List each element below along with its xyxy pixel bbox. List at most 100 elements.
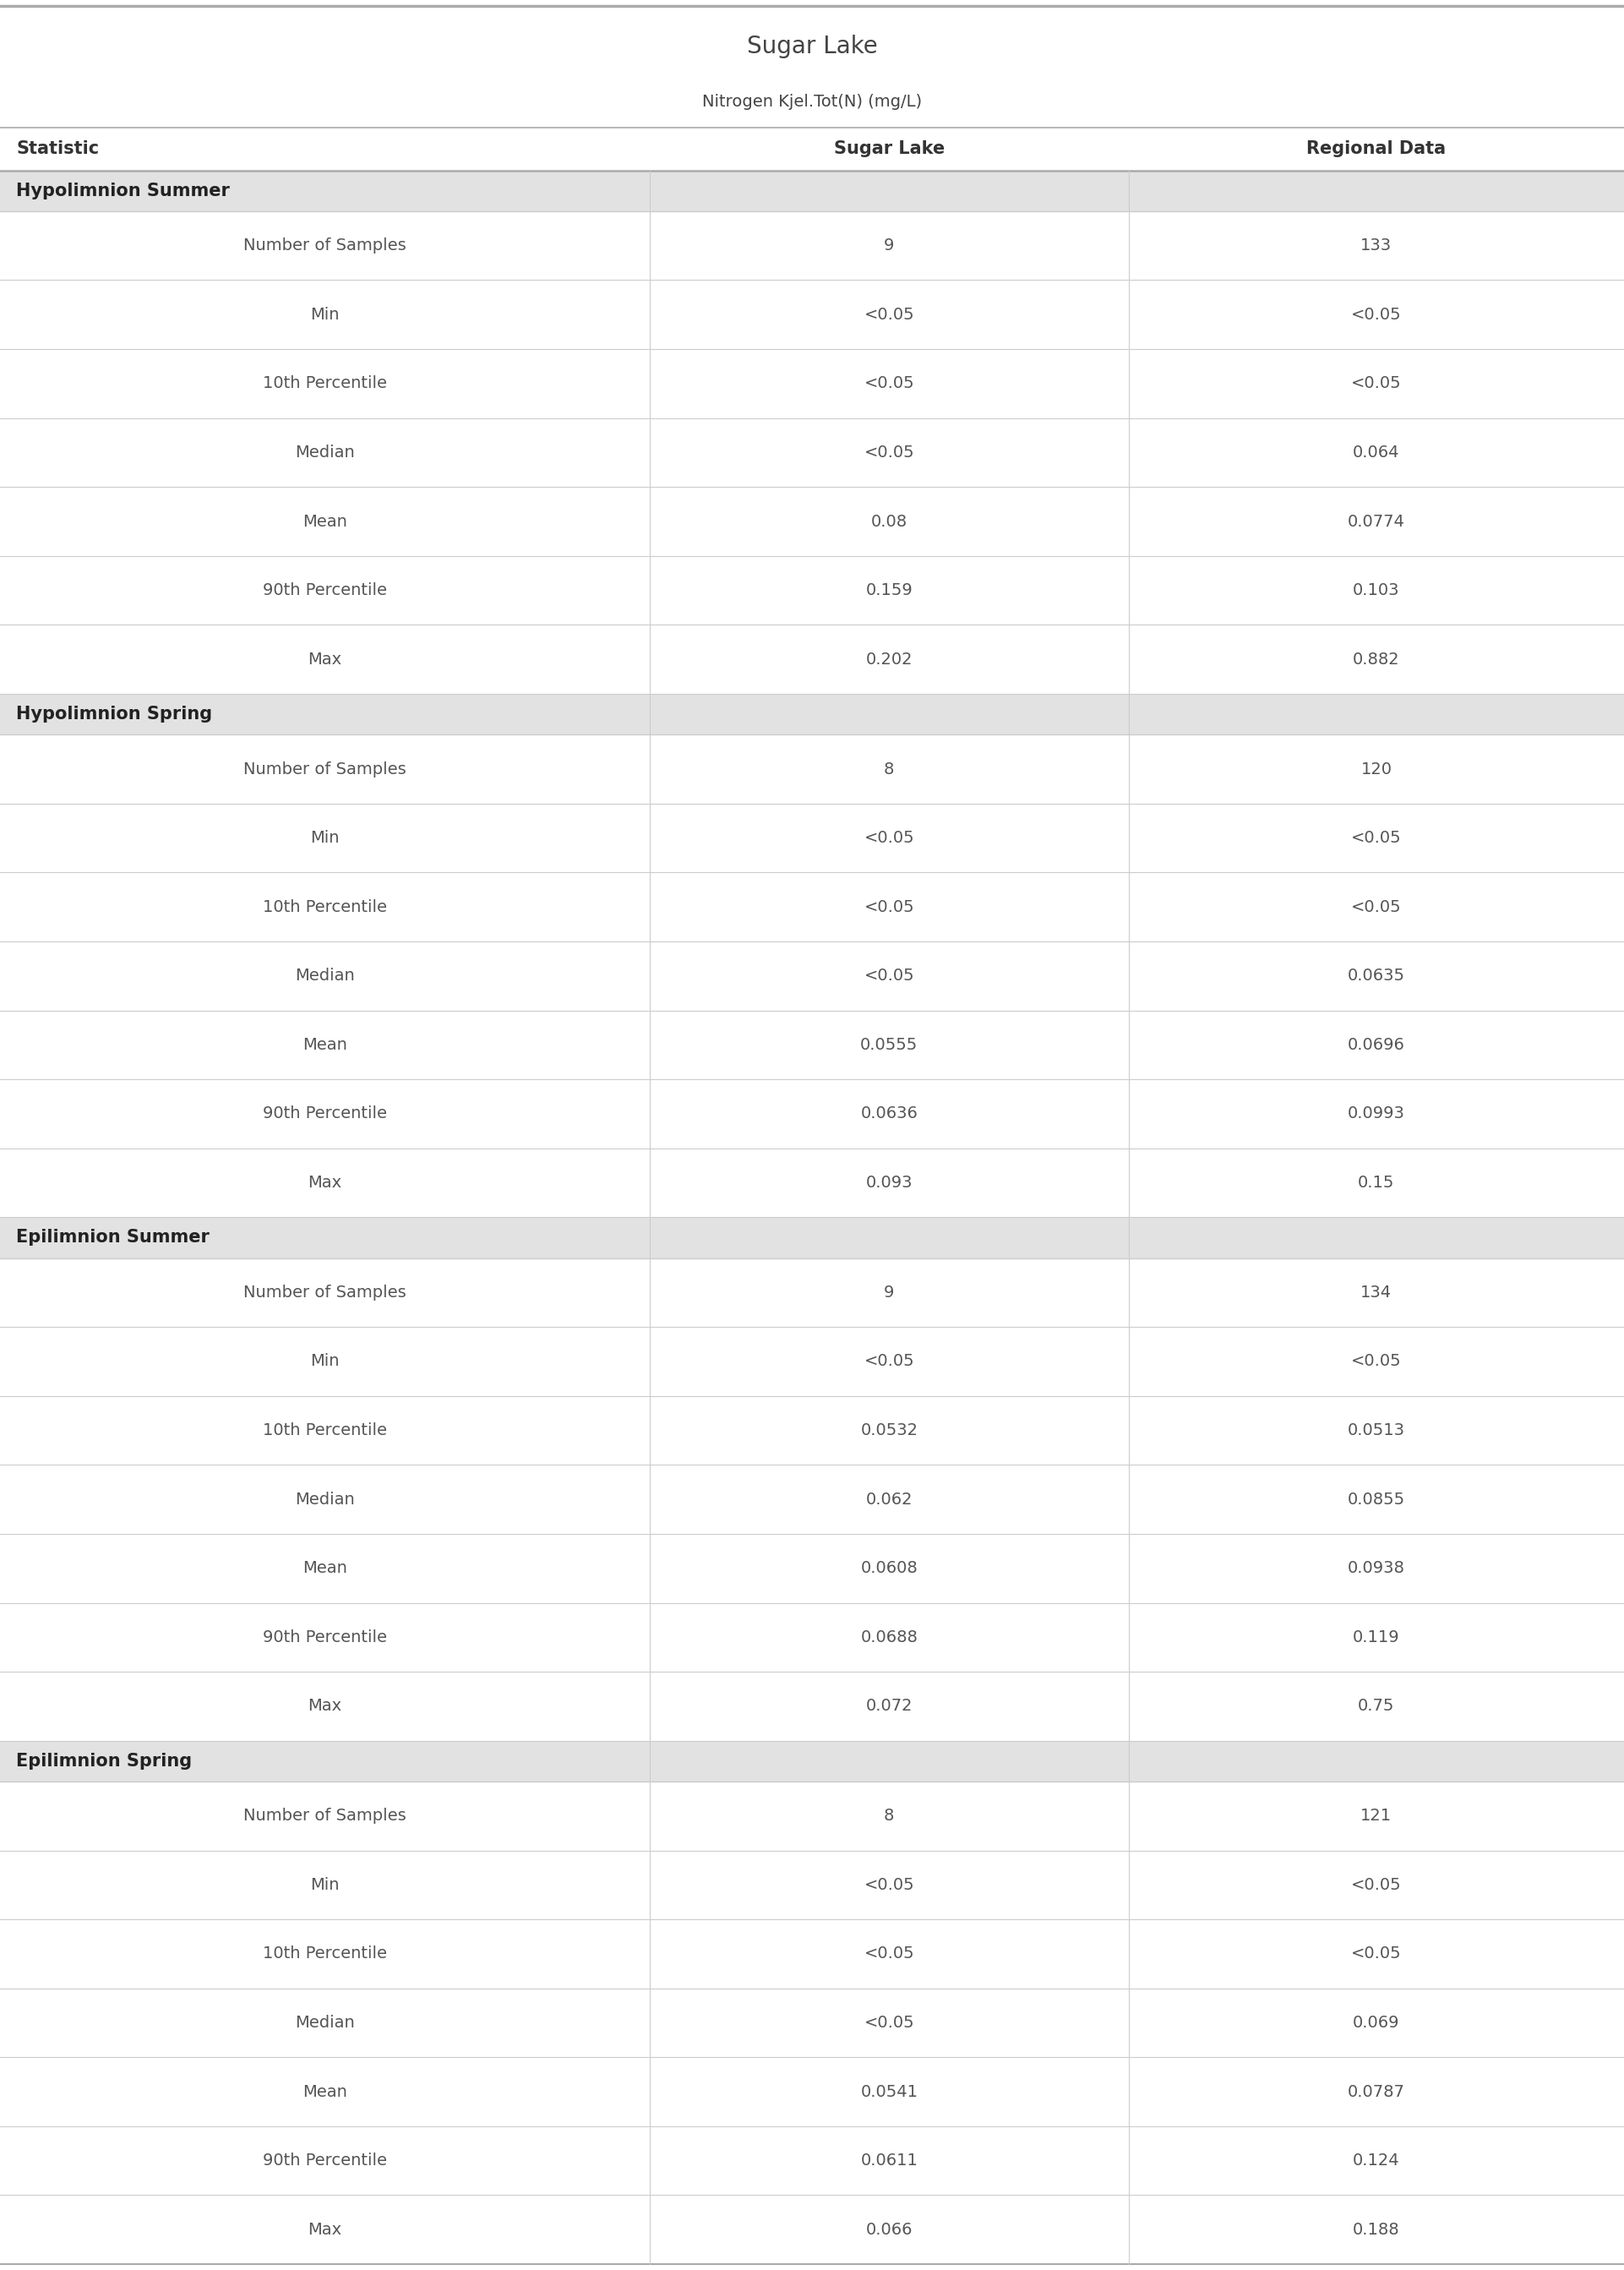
Text: 0.0608: 0.0608 — [861, 1559, 918, 1575]
Text: Min: Min — [310, 1877, 339, 1893]
Text: <0.05: <0.05 — [1351, 375, 1402, 393]
Bar — [0, 1078, 1624, 1149]
Bar — [0, 735, 1624, 804]
Text: 90th Percentile: 90th Percentile — [263, 2152, 387, 2168]
Text: 9: 9 — [883, 1285, 895, 1301]
Text: 0.08: 0.08 — [870, 513, 908, 529]
Text: Min: Min — [310, 831, 339, 847]
Text: <0.05: <0.05 — [1351, 1877, 1402, 1893]
Text: 0.0541: 0.0541 — [861, 2084, 918, 2100]
Text: 10th Percentile: 10th Percentile — [263, 1423, 387, 1439]
Text: 121: 121 — [1361, 1807, 1392, 1825]
Text: 90th Percentile: 90th Percentile — [263, 583, 387, 599]
Text: 0.0555: 0.0555 — [861, 1037, 918, 1053]
Text: Max: Max — [309, 651, 341, 667]
Text: <0.05: <0.05 — [864, 1353, 914, 1369]
Text: <0.05: <0.05 — [864, 967, 914, 983]
Text: Mean: Mean — [302, 1559, 348, 1575]
Bar — [0, 1010, 1624, 1078]
Text: Mean: Mean — [302, 2084, 348, 2100]
Text: 0.15: 0.15 — [1358, 1176, 1395, 1192]
Text: Hypolimnion Spring: Hypolimnion Spring — [16, 706, 213, 722]
Text: 0.103: 0.103 — [1353, 583, 1400, 599]
Text: 0.188: 0.188 — [1353, 2222, 1400, 2238]
Text: <0.05: <0.05 — [864, 1945, 914, 1961]
Bar — [0, 1217, 1624, 1258]
Bar — [0, 872, 1624, 942]
Text: <0.05: <0.05 — [864, 1877, 914, 1893]
Text: 0.064: 0.064 — [1353, 445, 1400, 461]
Text: <0.05: <0.05 — [864, 831, 914, 847]
Text: 120: 120 — [1361, 760, 1392, 776]
Text: Statistic: Statistic — [16, 141, 99, 157]
Text: <0.05: <0.05 — [864, 375, 914, 393]
Text: Median: Median — [296, 967, 354, 983]
Bar — [0, 1535, 1624, 1603]
Text: 0.202: 0.202 — [866, 651, 913, 667]
Bar — [0, 804, 1624, 872]
Text: <0.05: <0.05 — [864, 306, 914, 322]
Text: 8: 8 — [883, 1807, 895, 1825]
Text: Max: Max — [309, 1176, 341, 1192]
Text: Number of Samples: Number of Samples — [244, 1285, 406, 1301]
Text: Median: Median — [296, 445, 354, 461]
Bar — [0, 2127, 1624, 2195]
Text: Max: Max — [309, 2222, 341, 2238]
Bar — [0, 350, 1624, 418]
Text: Regional Data: Regional Data — [1307, 141, 1445, 157]
Text: 0.0635: 0.0635 — [1348, 967, 1405, 983]
Bar — [0, 2057, 1624, 2127]
Text: <0.05: <0.05 — [1351, 831, 1402, 847]
Text: 0.062: 0.062 — [866, 1491, 913, 1507]
Text: Min: Min — [310, 306, 339, 322]
Text: 8: 8 — [883, 760, 895, 776]
Text: Number of Samples: Number of Samples — [244, 238, 406, 254]
Text: 0.882: 0.882 — [1353, 651, 1400, 667]
Text: 10th Percentile: 10th Percentile — [263, 899, 387, 915]
Text: Sugar Lake: Sugar Lake — [747, 34, 877, 59]
Text: 0.75: 0.75 — [1358, 1698, 1395, 1714]
Text: Median: Median — [296, 2016, 354, 2032]
Text: 0.072: 0.072 — [866, 1698, 913, 1714]
Text: 0.0688: 0.0688 — [861, 1630, 918, 1646]
Text: Number of Samples: Number of Samples — [244, 1807, 406, 1825]
Text: 0.0787: 0.0787 — [1348, 2084, 1405, 2100]
Text: 133: 133 — [1361, 238, 1392, 254]
Text: 0.0636: 0.0636 — [861, 1105, 918, 1121]
Bar — [0, 211, 1624, 279]
Text: 0.0855: 0.0855 — [1348, 1491, 1405, 1507]
Text: Median: Median — [296, 1491, 354, 1507]
Text: 90th Percentile: 90th Percentile — [263, 1105, 387, 1121]
Bar — [0, 1464, 1624, 1535]
Bar — [0, 624, 1624, 695]
Text: <0.05: <0.05 — [1351, 1945, 1402, 1961]
Text: Epilimnion Spring: Epilimnion Spring — [16, 1752, 192, 1771]
Text: 0.0611: 0.0611 — [861, 2152, 918, 2168]
Text: 0.0513: 0.0513 — [1348, 1423, 1405, 1439]
Text: <0.05: <0.05 — [1351, 899, 1402, 915]
Bar — [0, 1920, 1624, 1989]
Text: 90th Percentile: 90th Percentile — [263, 1630, 387, 1646]
Text: 134: 134 — [1361, 1285, 1392, 1301]
Bar — [0, 2195, 1624, 2263]
Text: 0.0774: 0.0774 — [1348, 513, 1405, 529]
Text: 9: 9 — [883, 238, 895, 254]
Text: Number of Samples: Number of Samples — [244, 760, 406, 776]
Text: Mean: Mean — [302, 1037, 348, 1053]
Text: 0.0938: 0.0938 — [1348, 1559, 1405, 1575]
Bar — [0, 942, 1624, 1010]
Bar — [0, 1989, 1624, 2057]
Bar — [0, 488, 1624, 556]
Text: <0.05: <0.05 — [864, 2016, 914, 2032]
Text: Hypolimnion Summer: Hypolimnion Summer — [16, 182, 231, 200]
Text: 10th Percentile: 10th Percentile — [263, 375, 387, 393]
Bar — [0, 1850, 1624, 1920]
Text: 0.093: 0.093 — [866, 1176, 913, 1192]
Bar — [0, 1671, 1624, 1741]
Text: Max: Max — [309, 1698, 341, 1714]
Text: Mean: Mean — [302, 513, 348, 529]
Bar — [0, 1782, 1624, 1850]
Bar — [0, 1258, 1624, 1328]
Text: 0.0696: 0.0696 — [1348, 1037, 1405, 1053]
Bar — [0, 170, 1624, 211]
